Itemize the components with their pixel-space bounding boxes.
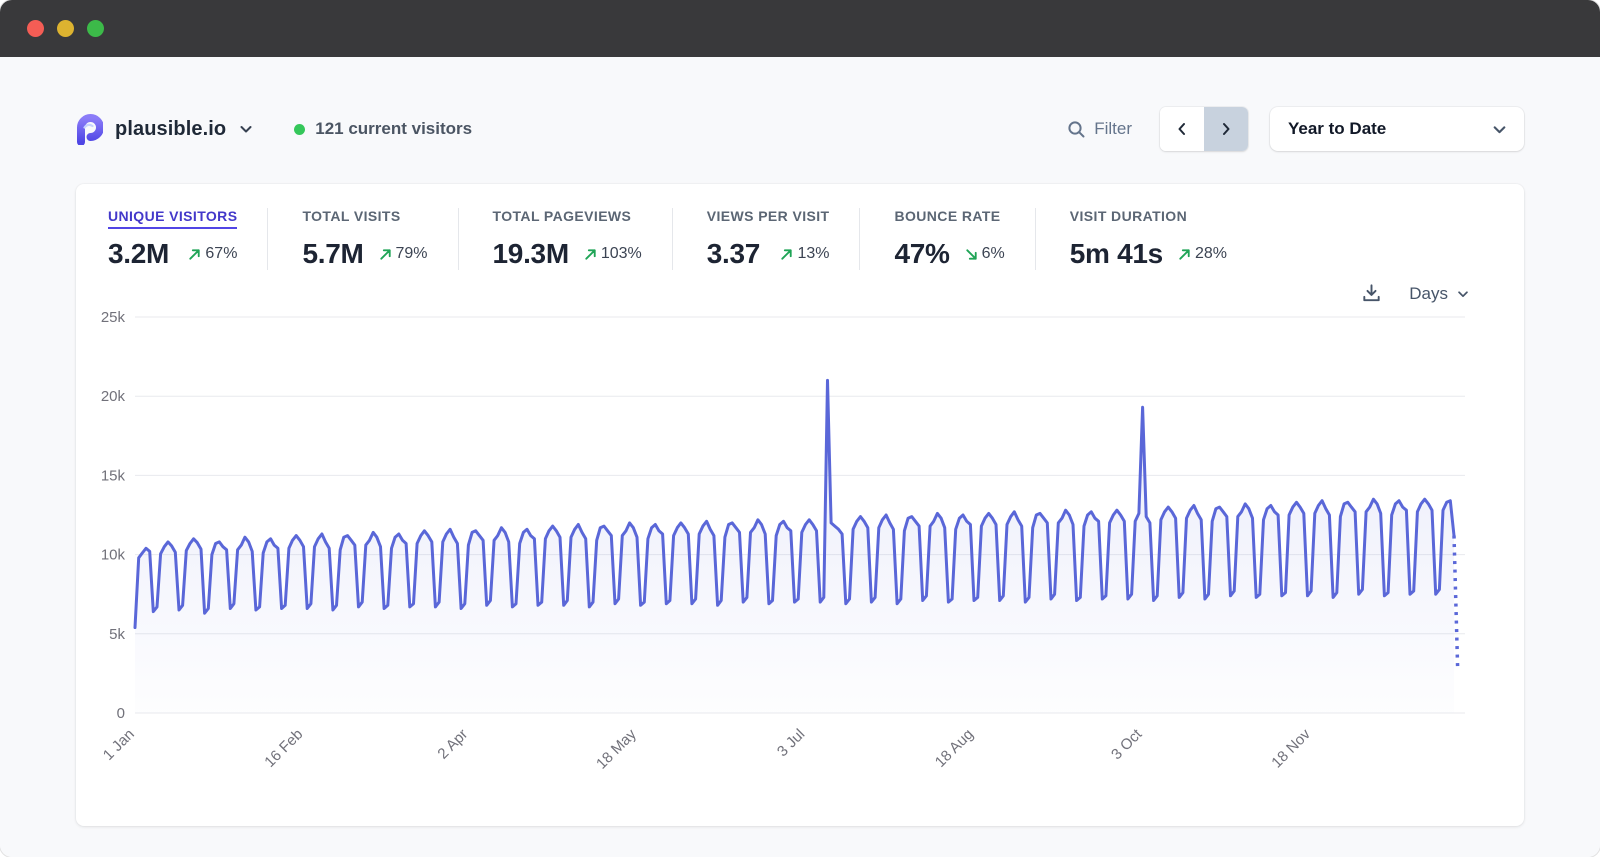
stat-change: 67% <box>187 245 237 263</box>
current-visitors-label: 121 current visitors <box>315 119 473 138</box>
chart-controls: Days <box>76 270 1524 305</box>
date-range-select[interactable]: Year to Date <box>1270 107 1524 151</box>
stat-label: VISIT DURATION <box>1069 208 1188 224</box>
stat-change: 79% <box>378 245 428 263</box>
filter-label: Filter <box>1094 119 1132 138</box>
current-visitors[interactable]: 121 current visitors <box>294 119 472 139</box>
plausible-logo-icon <box>76 113 103 145</box>
trend-up-icon <box>1177 247 1192 262</box>
download-icon[interactable] <box>1360 282 1383 305</box>
svg-text:3 Oct: 3 Oct <box>1108 725 1146 763</box>
chevron-down-icon <box>238 121 254 137</box>
topbar: plausible.io 121 current visitors Filter <box>76 107 1524 151</box>
traffic-light-zoom-button[interactable] <box>87 20 104 37</box>
svg-text:15k: 15k <box>101 467 126 484</box>
svg-text:16 Feb: 16 Feb <box>261 726 306 771</box>
stat-label: UNIQUE VISITORS <box>108 208 238 229</box>
topbar-right: Filter Year to Date <box>1067 107 1524 151</box>
stat-label: BOUNCE RATE <box>894 208 1001 224</box>
filter-button[interactable]: Filter <box>1067 119 1132 139</box>
stat-change: 103% <box>583 245 642 263</box>
chevron-down-icon <box>1491 121 1508 138</box>
search-icon <box>1067 120 1086 139</box>
topbar-left: plausible.io 121 current visitors <box>76 113 472 145</box>
dashboard-content: plausible.io 121 current visitors Filter <box>0 57 1600 857</box>
svg-text:1 Jan: 1 Jan <box>100 726 138 764</box>
svg-text:5k: 5k <box>109 626 125 643</box>
stat-value: 47% <box>894 238 950 269</box>
stat-label: VIEWS PER VISIT <box>706 208 830 224</box>
trend-up-icon <box>779 247 794 262</box>
svg-text:0: 0 <box>117 705 125 722</box>
live-indicator-dot-icon <box>294 123 306 135</box>
stat-value: 5m 41s <box>1069 238 1163 269</box>
stat-change: 28% <box>1177 245 1227 263</box>
stat-tab-bounce-rate[interactable]: BOUNCE RATE 47% 6% <box>859 208 1034 270</box>
svg-text:18 Nov: 18 Nov <box>1268 725 1314 771</box>
svg-text:10k: 10k <box>101 547 126 564</box>
analytics-card: UNIQUE VISITORS 3.2M 67% TOTAL VISITS 5.… <box>76 184 1524 826</box>
stat-label: TOTAL VISITS <box>302 208 401 224</box>
svg-text:18 Aug: 18 Aug <box>932 726 977 771</box>
stat-tab-total-visits[interactable]: TOTAL VISITS 5.7M 79% <box>267 208 457 270</box>
date-nav-group <box>1160 107 1248 151</box>
interval-label: Days <box>1409 283 1448 303</box>
line-chart-canvas: 0 5k 10k 15k 20k 25k 1 Jan 16 Feb 2 Apr 18 May 3 J… <box>100 309 1465 773</box>
svg-text:3 Jul: 3 Jul <box>774 726 808 760</box>
trend-up-icon <box>378 247 393 262</box>
traffic-light-minimize-button[interactable] <box>57 20 74 37</box>
stat-value: 3.37 <box>706 238 761 269</box>
stat-change: 13% <box>779 245 829 263</box>
stat-tab-views-per-visit[interactable]: VIEWS PER VISIT 3.37 13% <box>671 208 860 270</box>
svg-text:20k: 20k <box>101 388 126 405</box>
window-titlebar <box>0 0 1600 57</box>
traffic-light-close-button[interactable] <box>27 20 44 37</box>
site-picker[interactable]: plausible.io <box>76 113 254 145</box>
chevron-right-icon <box>1218 121 1234 137</box>
trend-down-icon <box>964 247 979 262</box>
stat-value: 19.3M <box>492 238 570 269</box>
stat-value: 5.7M <box>302 238 364 269</box>
stat-tab-total-pageviews[interactable]: TOTAL PAGEVIEWS 19.3M 103% <box>457 208 672 270</box>
next-period-button[interactable] <box>1204 107 1248 151</box>
svg-text:18 May: 18 May <box>593 725 640 772</box>
stat-change: 6% <box>964 245 1005 263</box>
stat-tab-visit-duration[interactable]: VISIT DURATION 5m 41s 28% <box>1034 208 1257 270</box>
chevron-down-icon <box>1456 287 1470 301</box>
trend-up-icon <box>187 247 202 262</box>
stats-row: UNIQUE VISITORS 3.2M 67% TOTAL VISITS 5.… <box>76 184 1524 270</box>
svg-text:25k: 25k <box>101 309 126 326</box>
date-range-value: Year to Date <box>1288 119 1387 138</box>
stat-label: TOTAL PAGEVIEWS <box>492 208 632 224</box>
chevron-left-icon <box>1174 121 1190 137</box>
stat-value: 3.2M <box>108 238 170 269</box>
stat-tab-unique-visitors[interactable]: UNIQUE VISITORS 3.2M 67% <box>108 208 267 270</box>
visitors-line-chart: 0 5k 10k 15k 20k 25k 1 Jan 16 Feb 2 Apr 18 May 3 J… <box>76 307 1524 785</box>
trend-up-icon <box>583 247 598 262</box>
prev-period-button[interactable] <box>1160 107 1204 151</box>
svg-text:2 Apr: 2 Apr <box>434 726 471 763</box>
site-name: plausible.io <box>115 117 227 140</box>
interval-select[interactable]: Days <box>1409 284 1470 304</box>
